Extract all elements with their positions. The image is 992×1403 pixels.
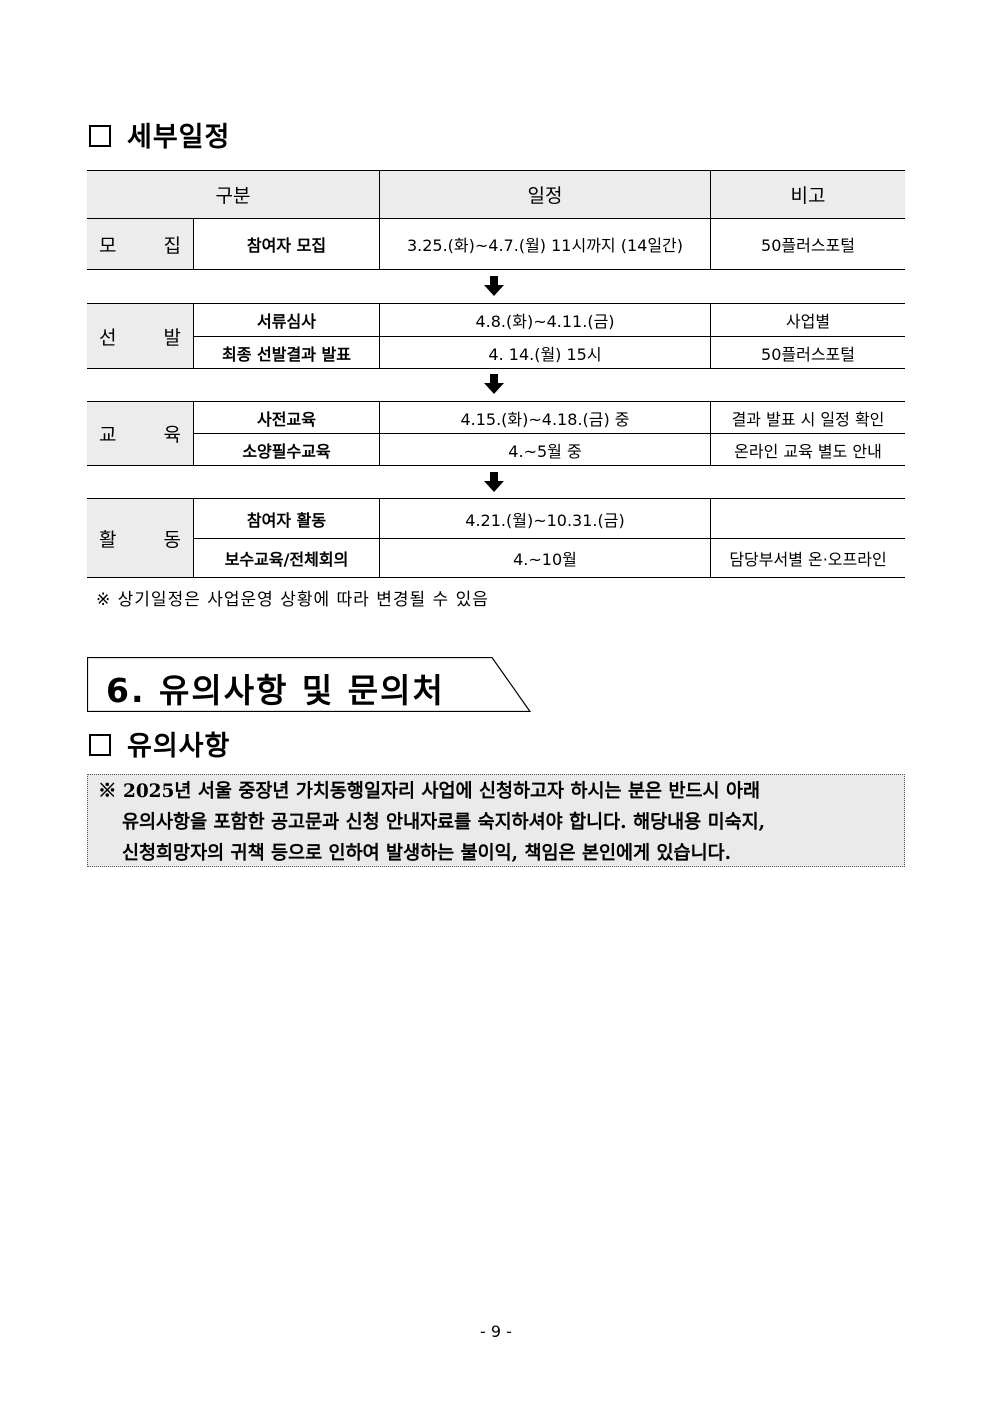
date-cell: 4.21.(월)~10.31.(금): [380, 499, 711, 539]
header-category: 구분: [87, 171, 380, 219]
note-cell: 온라인 교육 별도 안내: [711, 434, 905, 466]
note-cell: 50플러스포털: [711, 337, 905, 369]
cautions-heading: 유의사항: [89, 724, 230, 763]
cautions-title: 유의사항: [127, 731, 231, 762]
down-arrow-icon: [484, 374, 504, 394]
date-cell: 4.8.(화)~4.11.(금): [380, 304, 711, 337]
header-note: 비고: [711, 171, 905, 219]
item-cell: 참여자 모집: [194, 219, 380, 270]
checkbox-square-icon: [89, 733, 111, 756]
note-cell: [711, 499, 905, 539]
notice-line: ※ 2025년 서울 중장년 가치동행일자리 사업에 신청하고자 하시는 분은 …: [98, 781, 761, 802]
date-cell: 4. 14.(월) 15시: [380, 337, 711, 369]
item-cell: 서류심사: [194, 304, 380, 337]
date-cell: 4.~5월 중: [380, 434, 711, 466]
page-number: - 9 -: [480, 1322, 512, 1341]
note-cell: 50플러스포털: [711, 219, 905, 270]
notice-line: 신청희망자의 귀책 등으로 인하여 발생하는 불이익, 책임은 본인에게 있습니…: [122, 843, 732, 864]
date-cell: 4.15.(화)~4.18.(금) 중: [380, 402, 711, 434]
note-cell: 담당부서별 온·오프라인: [711, 539, 905, 578]
date-cell: 4.~10월: [380, 539, 711, 578]
item-cell: 사전교육: [194, 402, 380, 434]
schedule-footnote: ※ 상기일정은 사업운영 상황에 따라 변경될 수 있음: [96, 590, 489, 610]
section6-title: 6. 유의사항 및 문의처: [106, 671, 445, 710]
note-cell: 사업별: [711, 304, 905, 337]
date-cell: 3.25.(화)~4.7.(월) 11시까지 (14일간): [380, 219, 711, 270]
item-cell: 소양필수교육: [194, 434, 380, 466]
item-cell: 참여자 활동: [194, 499, 380, 539]
section-title-frame: [87, 657, 531, 712]
note-cell: 결과 발표 시 일정 확인: [711, 402, 905, 434]
schedule-title: 세부일정: [127, 122, 231, 153]
header-date: 일정: [380, 171, 711, 219]
item-cell: 최종 선발결과 발표: [194, 337, 380, 369]
down-arrow-icon: [484, 276, 504, 296]
item-cell: 보수교육/전체회의: [194, 539, 380, 578]
checkbox-square-icon: [89, 124, 111, 147]
caution-notice-box: ※ 2025년 서울 중장년 가치동행일자리 사업에 신청하고자 하시는 분은 …: [87, 774, 905, 867]
down-arrow-icon: [484, 472, 504, 492]
notice-line: 유의사항을 포함한 공고문과 신청 안내자료를 숙지하셔야 합니다. 해당내용 …: [122, 812, 766, 833]
schedule-heading: 세부일정: [89, 115, 230, 154]
